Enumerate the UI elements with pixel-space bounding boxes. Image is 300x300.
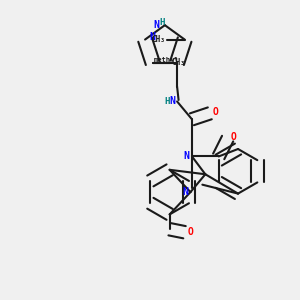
Text: N: N <box>182 187 188 197</box>
Text: N: N <box>153 20 159 30</box>
Text: H: H <box>164 97 170 106</box>
Text: methyl: methyl <box>153 57 179 63</box>
Text: O: O <box>231 132 236 142</box>
Text: CH₃: CH₃ <box>171 58 185 67</box>
Text: H: H <box>159 18 165 27</box>
Text: O: O <box>213 107 219 117</box>
Text: N: N <box>150 32 155 42</box>
Text: N: N <box>184 152 190 161</box>
Text: CH₃: CH₃ <box>151 35 165 44</box>
Text: N: N <box>170 96 176 106</box>
Text: O: O <box>188 227 194 237</box>
